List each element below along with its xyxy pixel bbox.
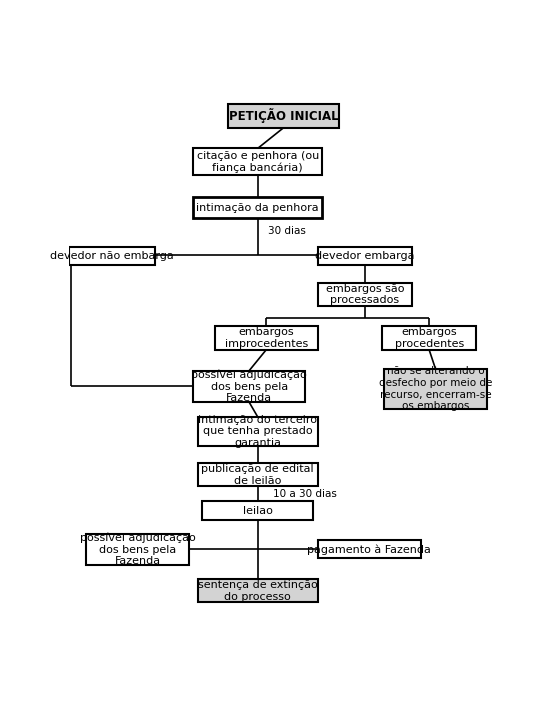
- FancyBboxPatch shape: [194, 148, 322, 175]
- Text: embargos
improcedentes: embargos improcedentes: [225, 328, 308, 349]
- Text: possível adjudicação
dos bens pela
Fazenda: possível adjudicação dos bens pela Fazen…: [80, 532, 196, 566]
- FancyBboxPatch shape: [382, 326, 476, 349]
- FancyBboxPatch shape: [69, 247, 155, 265]
- FancyBboxPatch shape: [198, 417, 317, 446]
- FancyBboxPatch shape: [384, 369, 487, 408]
- FancyBboxPatch shape: [198, 579, 317, 602]
- Text: PETIÇÃO INICIAL: PETIÇÃO INICIAL: [228, 108, 338, 123]
- Text: 10 a 30 dias: 10 a 30 dias: [273, 489, 337, 498]
- FancyBboxPatch shape: [86, 534, 189, 565]
- FancyBboxPatch shape: [228, 104, 339, 128]
- FancyBboxPatch shape: [194, 370, 305, 402]
- Text: sentença de extinção
do processo: sentença de extinção do processo: [198, 580, 317, 602]
- FancyBboxPatch shape: [317, 283, 412, 307]
- Text: intimação da penhora: intimação da penhora: [196, 202, 319, 212]
- Text: 30 dias: 30 dias: [268, 226, 306, 236]
- FancyBboxPatch shape: [198, 463, 317, 486]
- Text: devedor não embarga: devedor não embarga: [50, 251, 174, 261]
- Text: citação e penhora (ou
fiança bancária): citação e penhora (ou fiança bancária): [196, 150, 319, 173]
- Text: devedor embarga: devedor embarga: [315, 251, 415, 261]
- Text: leilao: leilao: [243, 505, 273, 515]
- Text: pagamento à Fazenda: pagamento à Fazenda: [307, 544, 431, 555]
- FancyBboxPatch shape: [194, 198, 322, 218]
- FancyBboxPatch shape: [317, 540, 420, 558]
- Text: possível adjudicação
dos bens pela
Fazenda: possível adjudicação dos bens pela Fazen…: [191, 370, 307, 404]
- Text: embargos
procedentes: embargos procedentes: [394, 328, 464, 349]
- Text: intimação do terceiro
que tenha prestado
garantia: intimação do terceiro que tenha prestado…: [198, 415, 317, 448]
- FancyBboxPatch shape: [215, 326, 317, 349]
- FancyBboxPatch shape: [202, 501, 314, 520]
- Text: não se alterando o
desfecho por meio de
recurso, encerram-se
os embargos: não se alterando o desfecho por meio de …: [379, 366, 492, 411]
- FancyBboxPatch shape: [317, 247, 412, 265]
- Text: publicação de edital
de leilão: publicação de edital de leilão: [201, 464, 314, 486]
- Text: embargos são
processados: embargos são processados: [326, 284, 404, 305]
